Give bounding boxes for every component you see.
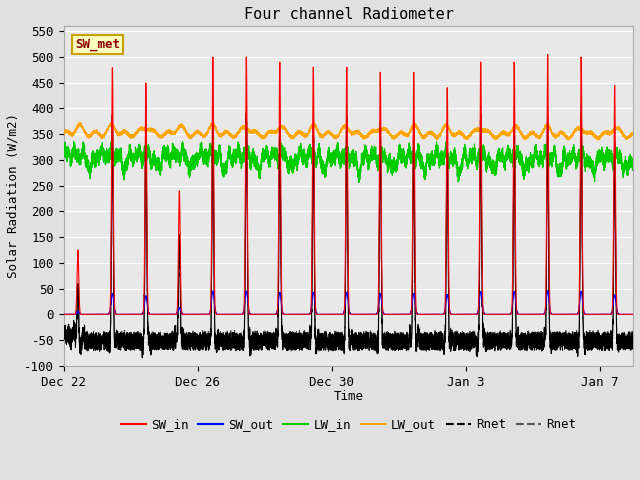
Title: Four channel Radiometer: Four channel Radiometer xyxy=(243,7,453,22)
X-axis label: Time: Time xyxy=(333,390,364,403)
Y-axis label: Solar Radiation (W/m2): Solar Radiation (W/m2) xyxy=(7,113,20,278)
Text: SW_met: SW_met xyxy=(76,38,120,51)
Legend: SW_in, SW_out, LW_in, LW_out, Rnet, Rnet: SW_in, SW_out, LW_in, LW_out, Rnet, Rnet xyxy=(116,413,581,436)
